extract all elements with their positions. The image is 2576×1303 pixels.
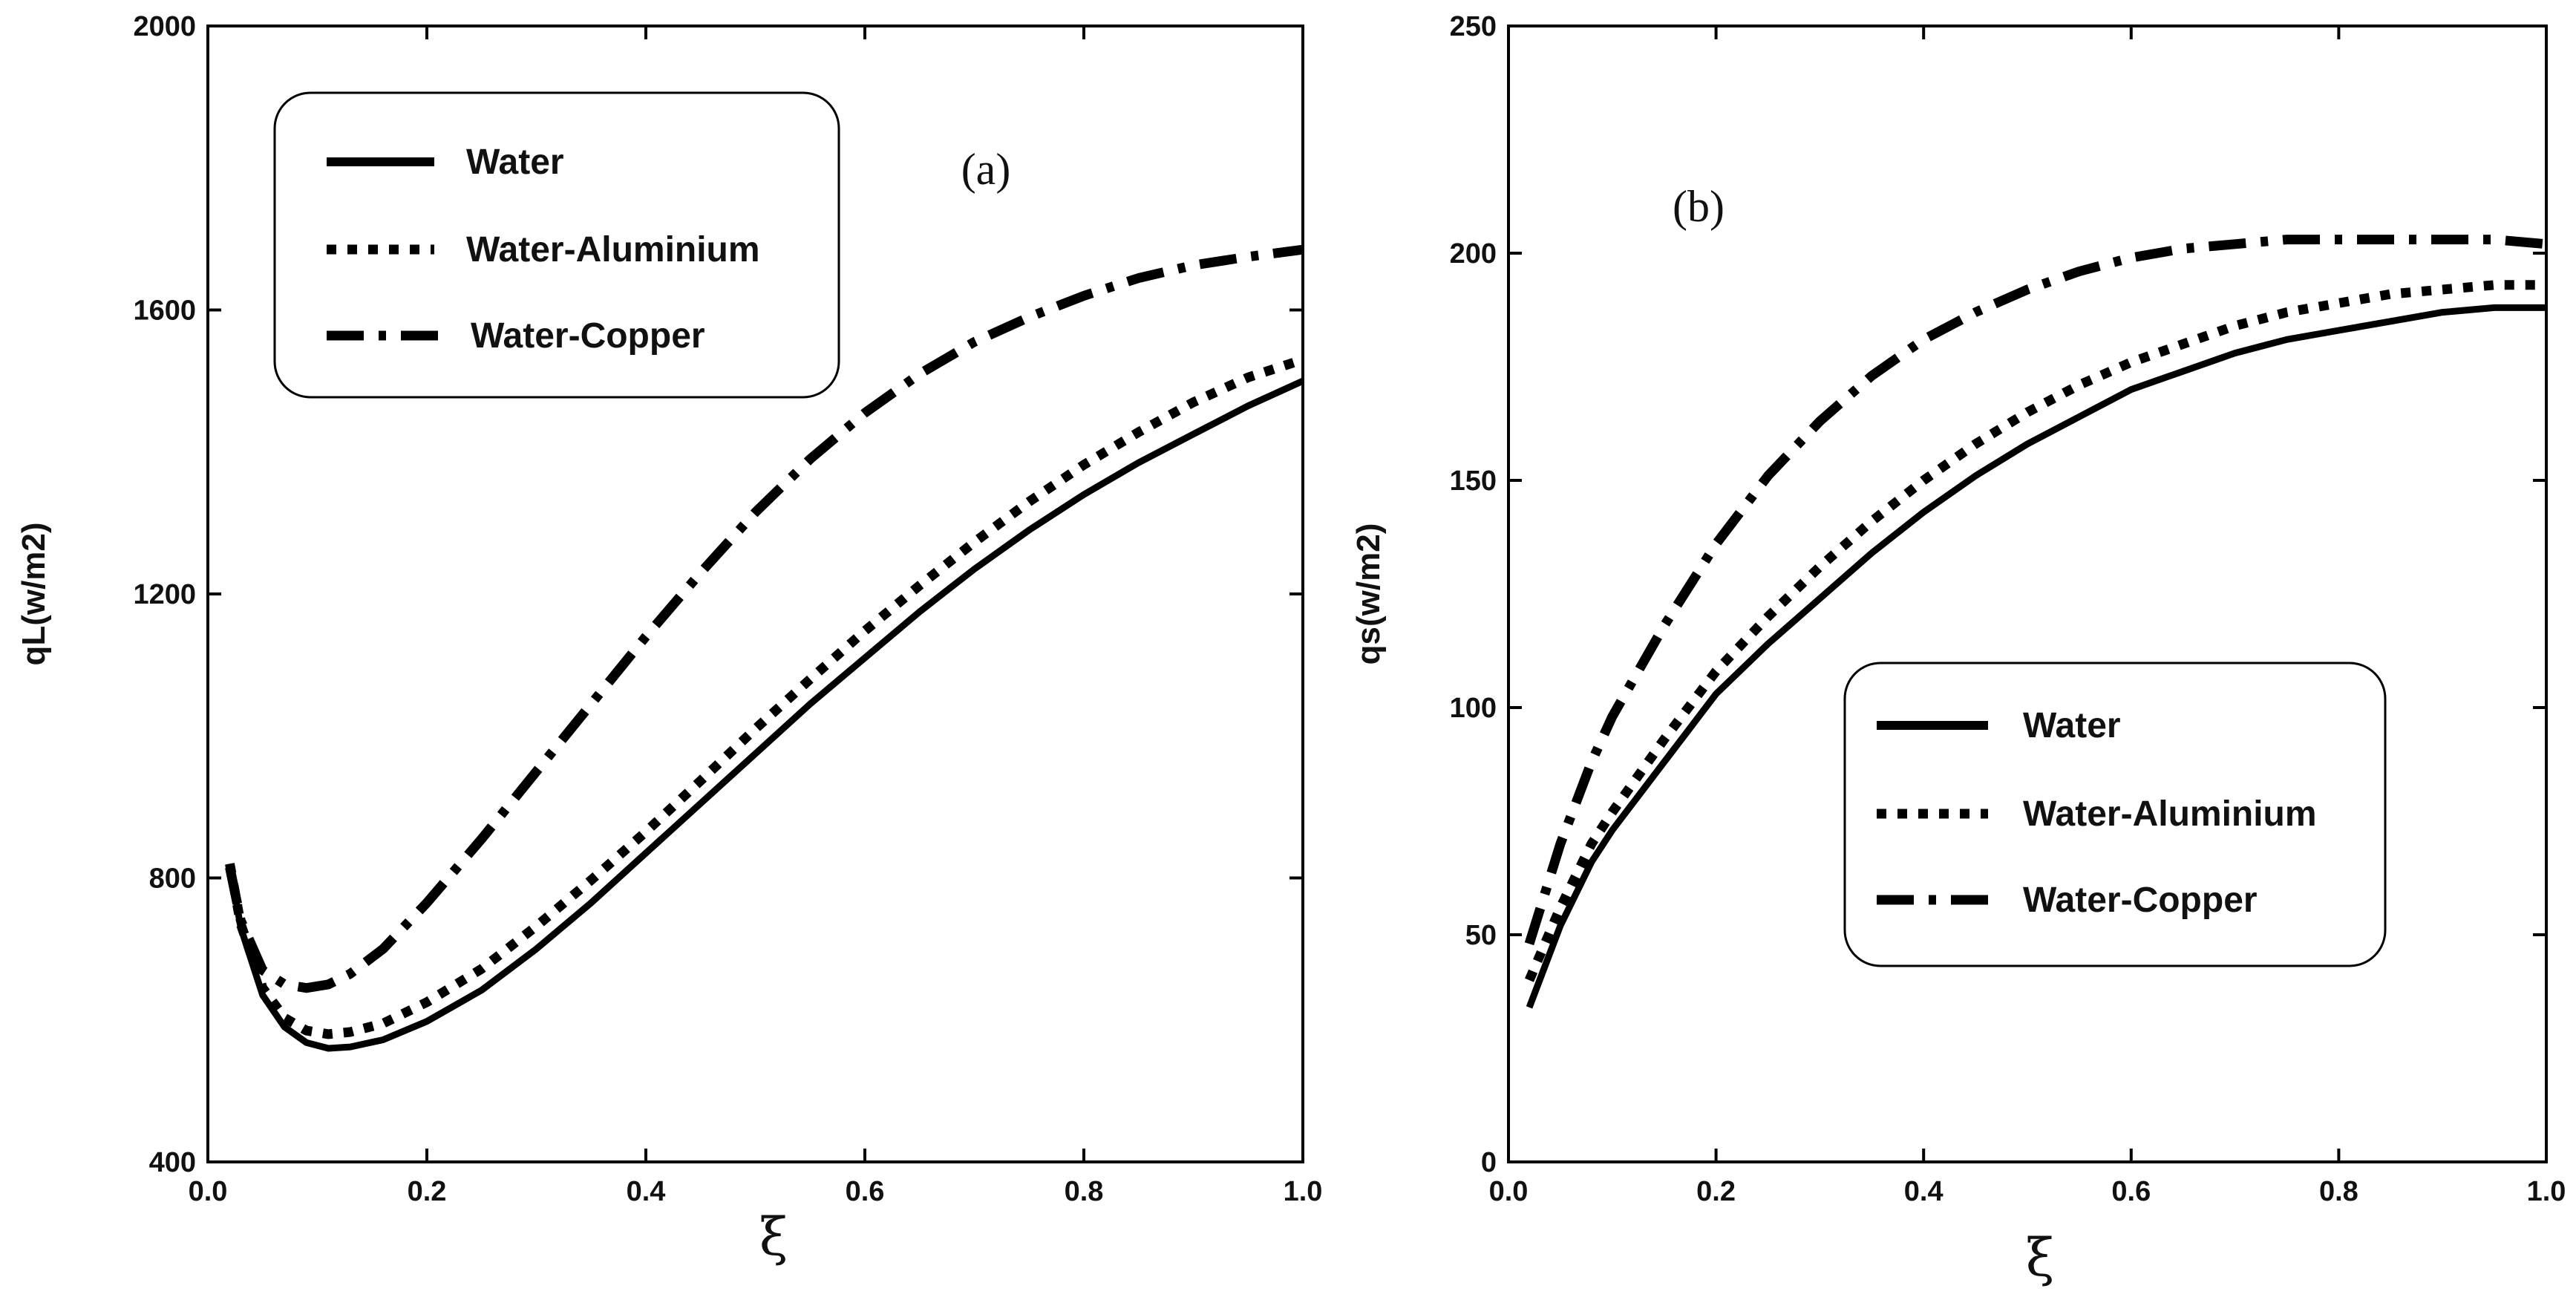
x-tick-label: 0.6 [2111, 1176, 2151, 1207]
legend-label-water-a: Water [466, 143, 564, 182]
x-tick-label: 1.0 [1284, 1176, 1323, 1207]
series-group-b [1524, 235, 2547, 1009]
series-line-water-copper [1524, 235, 2547, 946]
x-ticks-a: 0.0 0.2 0.4 0.6 0.8 1.0 [189, 26, 1323, 1207]
legend-label-water-copper-b: Water-Copper [2023, 881, 2258, 920]
y-tick-label: 400 [149, 1147, 196, 1178]
x-tick-label: 0.4 [627, 1176, 666, 1207]
legend-label-water-aluminium-a: Water-Aluminium [466, 230, 760, 270]
series-line-water-aluminium [1525, 280, 2546, 982]
y-tick-label: 200 [1450, 238, 1497, 270]
panel-b: 0 50 100 150 200 250 0.0 0.2 0.4 0.6 0.8 1.0 qs(w/… [1350, 11, 2566, 1288]
y-tick-label: 100 [1450, 693, 1497, 724]
x-tick-label: 0.4 [1904, 1176, 1944, 1207]
y-tick-label: 800 [149, 863, 196, 895]
y-axis-label-b: qs(w/m2) [1350, 523, 1387, 665]
x-tick-label: 0.8 [2319, 1176, 2358, 1207]
y-tick-label: 1600 [133, 295, 196, 327]
x-tick-label: 0.2 [1696, 1176, 1736, 1207]
y-tick-label: 250 [1450, 11, 1497, 42]
series-group-a [225, 244, 1305, 1052]
legend-label-water-copper-a: Water-Copper [471, 316, 705, 356]
x-axis-label-b: ξ [2026, 1227, 2055, 1288]
x-tick-label: 0.0 [1489, 1176, 1529, 1207]
y-tick-label: 50 [1465, 920, 1497, 951]
x-tick-label: 0.6 [846, 1176, 885, 1207]
y-tick-label: 1200 [133, 579, 196, 610]
series-line-water-aluminium [225, 355, 1305, 1039]
legend-a: Water Water-Aluminium Water-Copper [273, 91, 840, 399]
y-axis-label-a: qL(w/m2) [16, 522, 52, 665]
x-tick-label: 0.2 [408, 1176, 447, 1207]
y-ticks-b: 0 50 100 150 200 250 [1450, 11, 2546, 1178]
x-ticks-b: 0.0 0.2 0.4 0.6 0.8 1.0 [1489, 26, 2566, 1207]
panel-label-b: (b) [1673, 182, 1725, 231]
legend-label-water-aluminium-b: Water-Aluminium [2023, 794, 2317, 834]
panel-label-a: (a) [961, 145, 1011, 194]
plot-frame-b [1507, 25, 2548, 1163]
y-tick-label: 2000 [133, 11, 196, 42]
y-ticks-a: 400 800 1200 1600 2000 [133, 11, 1303, 1178]
x-tick-label: 0.8 [1065, 1176, 1104, 1207]
legend-box-a [273, 91, 840, 399]
series-line-water [1526, 304, 2546, 1009]
legend-box-b [1843, 662, 2387, 967]
x-axis-label-a: ξ [759, 1206, 788, 1267]
y-tick-label: 150 [1450, 466, 1497, 497]
x-tick-label: 1.0 [2527, 1176, 2566, 1207]
legend-b: Water Water-Aluminium Water-Copper [1843, 662, 2387, 967]
y-tick-label: 0 [1481, 1147, 1497, 1178]
x-tick-label: 0.0 [189, 1176, 228, 1207]
legend-label-water-b: Water [2023, 706, 2121, 745]
series-line-water-copper [225, 244, 1304, 993]
series-line-water [226, 378, 1304, 1052]
panel-a: 400 800 1200 1600 2000 0.0 0.2 0.4 0.6 0.8 1.0 qL… [16, 11, 1322, 1267]
